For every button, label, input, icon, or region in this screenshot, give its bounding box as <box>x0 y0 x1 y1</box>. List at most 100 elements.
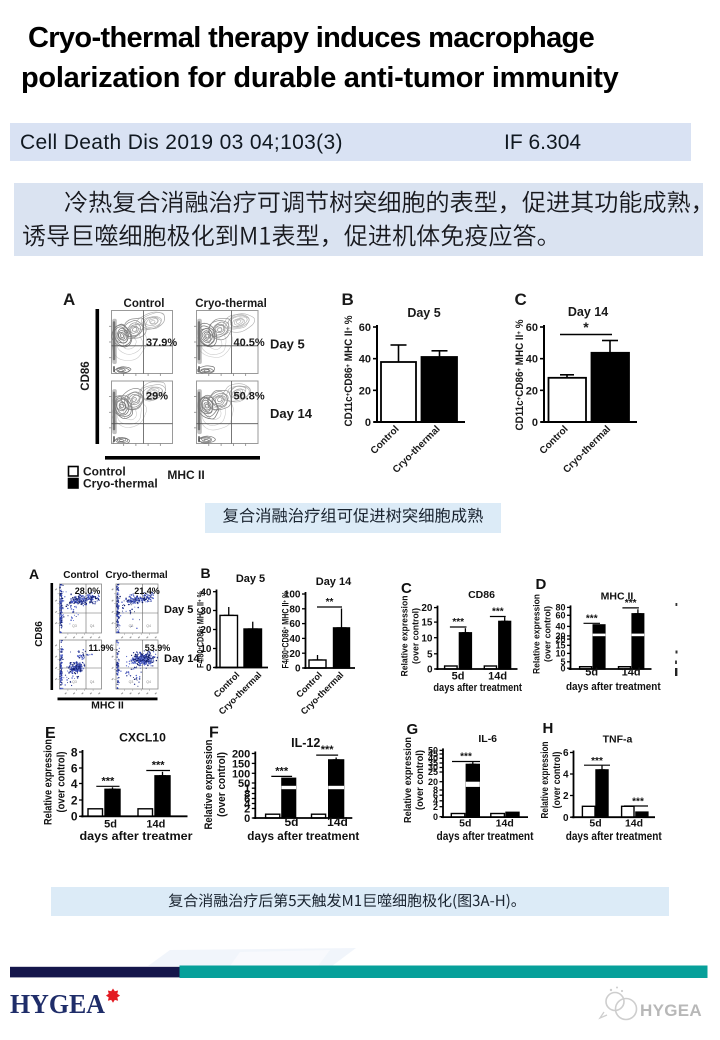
svg-text:60: 60 <box>359 322 371 334</box>
svg-text:5d: 5d <box>104 819 117 831</box>
svg-text:CD86: CD86 <box>468 589 495 601</box>
svg-text:15: 15 <box>421 618 433 629</box>
svg-text:50: 50 <box>238 778 250 790</box>
svg-text:0: 0 <box>532 417 538 429</box>
svg-text:5: 5 <box>560 657 565 667</box>
svg-text:E: E <box>45 725 56 742</box>
svg-text:0: 0 <box>433 812 438 822</box>
svg-text:G: G <box>407 721 419 738</box>
svg-text:CD11c+CD86+ MHC II+ %: CD11c+CD86+ MHC II+ % <box>514 319 526 430</box>
svg-text:200: 200 <box>232 748 250 760</box>
svg-text:50.8%: 50.8% <box>234 391 265 403</box>
svg-text:5d: 5d <box>459 818 471 830</box>
svg-text:***: *** <box>152 760 166 772</box>
svg-text:IL-6: IL-6 <box>478 733 497 745</box>
svg-text:53.9%: 53.9% <box>145 643 171 653</box>
svg-text:A: A <box>29 566 39 582</box>
svg-text:Day 14: Day 14 <box>164 653 200 665</box>
svg-text:Day 14: Day 14 <box>270 406 313 421</box>
svg-text:B: B <box>342 290 354 309</box>
svg-text:4: 4 <box>71 777 78 791</box>
svg-text:5d: 5d <box>284 815 298 829</box>
svg-text:CD11c+CD86+ MHC II+ %: CD11c+CD86+ MHC II+ % <box>343 315 355 426</box>
svg-text:35: 35 <box>428 758 438 768</box>
svg-text:Q4: Q4 <box>90 680 95 684</box>
svg-text:Q4: Q4 <box>146 680 151 684</box>
svg-text:4: 4 <box>563 770 569 781</box>
svg-text:0: 0 <box>244 813 250 825</box>
svg-text:CD86: CD86 <box>80 361 92 390</box>
svg-text:60: 60 <box>555 611 565 621</box>
svg-text:Cryo-thermal: Cryo-thermal <box>105 570 167 581</box>
svg-text:***: *** <box>492 607 504 618</box>
svg-text:5: 5 <box>427 649 433 660</box>
svg-text:H: H <box>543 720 554 737</box>
svg-text:Control: Control <box>83 465 126 479</box>
svg-text:2: 2 <box>71 793 78 807</box>
svg-text:C: C <box>515 290 527 309</box>
svg-text:30: 30 <box>200 606 212 617</box>
svg-text:***: *** <box>591 756 603 767</box>
svg-text:(over control): (over control) <box>543 606 554 662</box>
svg-text:(over control): (over control) <box>415 750 426 810</box>
svg-text:CXCL10: CXCL10 <box>119 730 166 744</box>
svg-text:***: *** <box>625 598 637 609</box>
svg-text:0: 0 <box>427 665 433 676</box>
svg-text:2: 2 <box>563 791 569 802</box>
svg-text:Cryo-thermal: Cryo-thermal <box>83 477 158 491</box>
svg-text:**: ** <box>326 597 334 608</box>
svg-text:20: 20 <box>200 625 212 636</box>
svg-text:4: 4 <box>433 796 438 806</box>
svg-text:0: 0 <box>206 663 212 674</box>
svg-text:11.9%: 11.9% <box>88 643 113 653</box>
svg-text:20: 20 <box>428 777 438 787</box>
svg-text:10: 10 <box>421 633 433 644</box>
svg-text:37.9%: 37.9% <box>146 337 177 349</box>
svg-text:14d: 14d <box>488 671 507 683</box>
svg-text:Relative expression: Relative expression <box>43 739 55 825</box>
svg-text:100: 100 <box>232 768 250 780</box>
svg-text:TNF-a: TNF-a <box>603 734 633 746</box>
svg-text:5d: 5d <box>585 666 598 678</box>
svg-text:40: 40 <box>526 354 538 366</box>
svg-text:MHC II: MHC II <box>601 591 634 603</box>
svg-text:F: F <box>209 724 219 741</box>
svg-text:***: *** <box>452 617 464 628</box>
svg-text:MHC II: MHC II <box>91 700 124 712</box>
svg-text:6: 6 <box>433 790 438 800</box>
svg-text:0: 0 <box>365 417 371 429</box>
svg-text:80: 80 <box>289 604 301 615</box>
svg-text:***: *** <box>586 613 598 624</box>
svg-text:(over control): (over control) <box>552 752 563 809</box>
svg-text:0: 0 <box>71 810 78 824</box>
svg-text:40: 40 <box>428 754 438 764</box>
svg-text:5d: 5d <box>452 671 465 683</box>
svg-text:Q3: Q3 <box>72 624 77 628</box>
svg-text:30: 30 <box>428 763 438 773</box>
svg-text:Q3: Q3 <box>129 624 134 628</box>
svg-text:CD86: CD86 <box>34 621 45 647</box>
svg-text:1: 1 <box>244 783 250 795</box>
svg-text:Day 5: Day 5 <box>236 573 265 585</box>
svg-text:Q3: Q3 <box>72 680 77 684</box>
svg-text:Q4: Q4 <box>146 624 151 628</box>
svg-text:Control: Control <box>124 298 165 310</box>
svg-text:80: 80 <box>555 603 565 613</box>
svg-text:Day 5: Day 5 <box>407 306 440 320</box>
svg-text:***: *** <box>632 797 644 808</box>
svg-text:(over control): (over control) <box>411 608 422 664</box>
svg-text:days after treatment: days after treatment <box>566 681 661 693</box>
svg-text:Relative expression: Relative expression <box>531 594 542 674</box>
svg-text:28.0%: 28.0% <box>75 586 101 596</box>
svg-text:14d: 14d <box>625 818 643 830</box>
svg-text:(over control): (over control) <box>56 751 68 812</box>
svg-text:Cryo-thermal: Cryo-thermal <box>195 298 267 310</box>
svg-text:8: 8 <box>244 788 250 800</box>
svg-text:100: 100 <box>284 590 301 601</box>
svg-text:Q3: Q3 <box>129 680 134 684</box>
svg-text:20: 20 <box>359 385 371 397</box>
svg-text:Day 14: Day 14 <box>316 576 352 588</box>
svg-text:14d: 14d <box>146 819 165 831</box>
svg-text:8: 8 <box>71 745 78 759</box>
svg-text:6: 6 <box>71 761 78 775</box>
